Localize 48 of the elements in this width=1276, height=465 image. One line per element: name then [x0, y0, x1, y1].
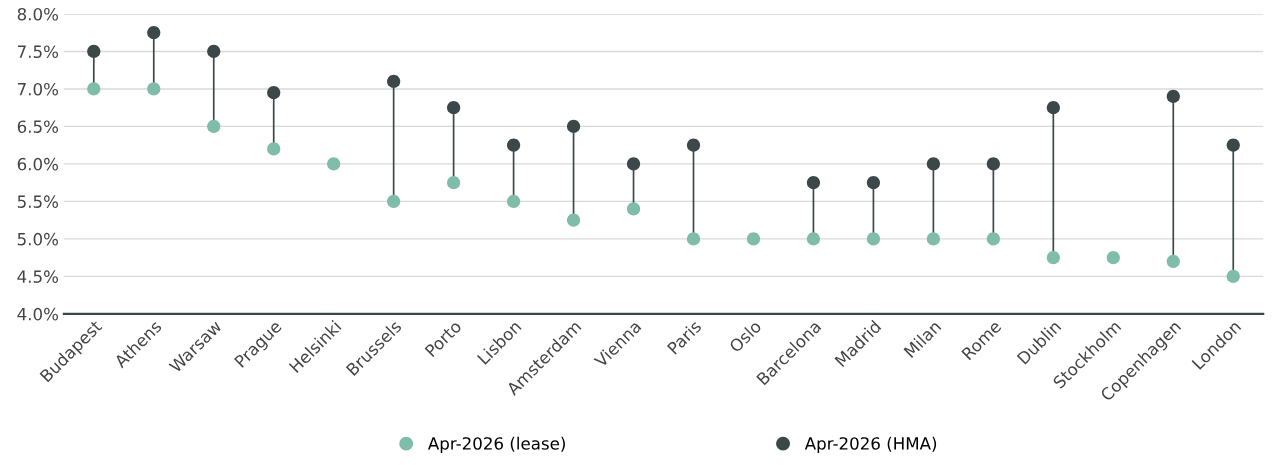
point [806, 232, 821, 246]
legend-label: Apr-2026 (HMA) [804, 436, 937, 453]
legend-label: Apr-2026 (lease) [427, 436, 565, 453]
point [686, 138, 701, 152]
point [1166, 254, 1180, 268]
y-tick-label: 7.0% [17, 82, 59, 96]
point [507, 194, 521, 208]
point [447, 176, 461, 190]
y-tick-label: 5.5% [17, 195, 59, 208]
point [147, 26, 161, 40]
point [1166, 89, 1180, 104]
point [1226, 269, 1240, 283]
point [147, 82, 161, 96]
point [626, 202, 641, 216]
y-tick-label: 8.0% [17, 7, 59, 21]
point [686, 232, 701, 246]
point [566, 213, 581, 227]
point [626, 157, 641, 171]
point [926, 232, 940, 246]
point [986, 232, 1000, 246]
point [986, 157, 1000, 171]
point [746, 232, 761, 246]
point [447, 101, 461, 115]
y-tick-label: 4.0% [17, 307, 59, 321]
point [327, 157, 341, 171]
point [1106, 251, 1120, 265]
point [267, 86, 281, 100]
point [1046, 251, 1060, 265]
point [1046, 101, 1060, 115]
point [866, 232, 881, 246]
point [566, 119, 581, 134]
y-tick-label: 4.5% [17, 270, 59, 283]
point [387, 194, 401, 208]
y-tick-label: 6.0% [17, 157, 59, 171]
point [866, 176, 881, 190]
point [87, 44, 101, 59]
point [806, 176, 821, 190]
point [507, 138, 521, 152]
point [387, 74, 401, 89]
y-tick-label: 5.0% [17, 232, 59, 246]
y-tick-label: 6.5% [17, 120, 59, 133]
point [87, 82, 101, 96]
point [207, 44, 221, 59]
point [207, 119, 221, 134]
y-tick-label: 7.5% [17, 45, 59, 59]
point [926, 157, 940, 171]
point [1226, 138, 1240, 152]
point [267, 142, 281, 156]
